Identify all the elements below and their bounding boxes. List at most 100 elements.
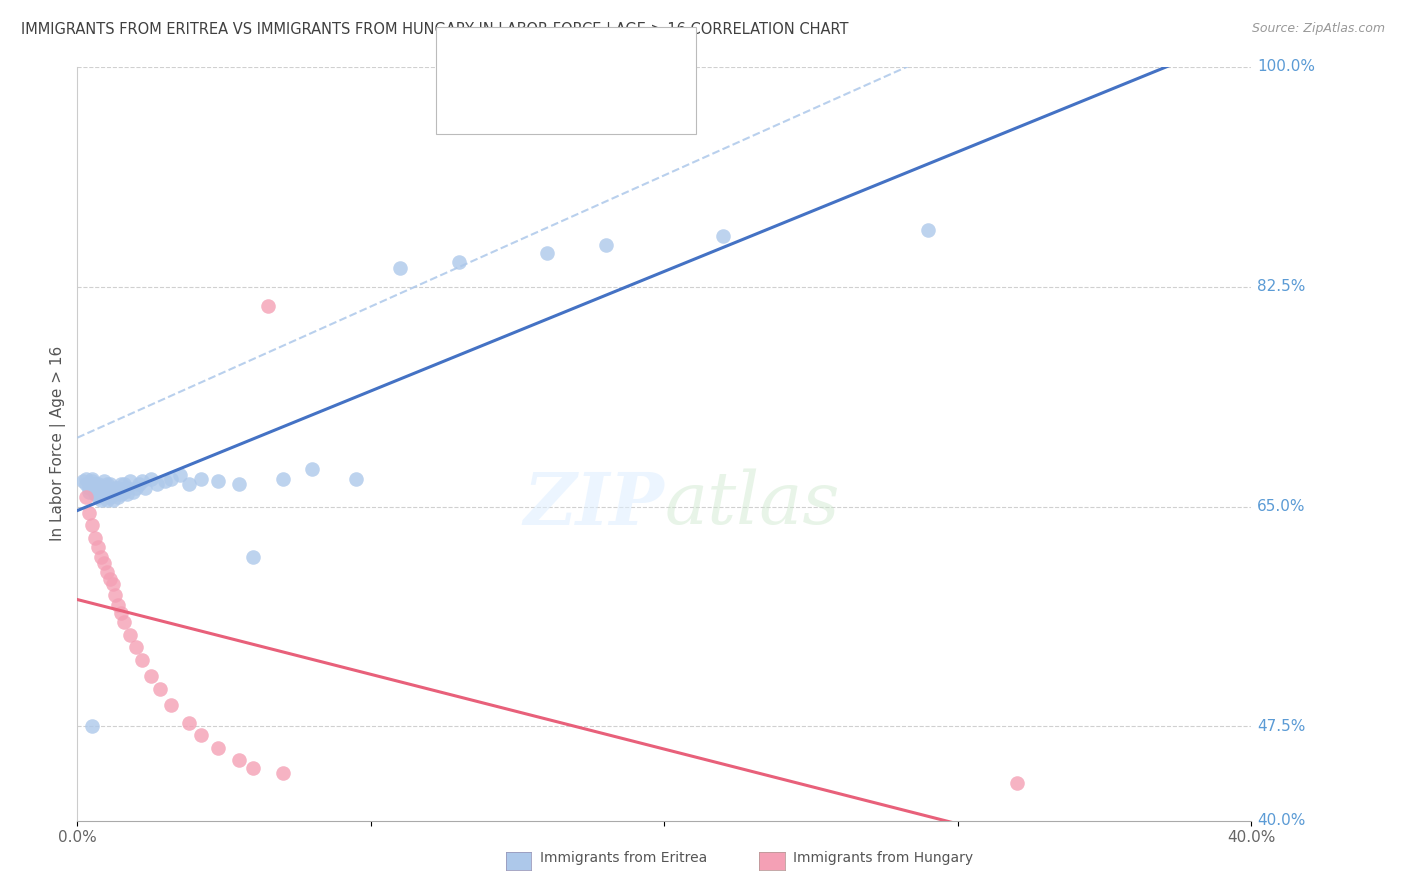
Point [595,238,617,252]
Text: 28: 28 [627,96,647,111]
Point [447,254,470,268]
Point [107,490,129,504]
Point [96,481,118,495]
Point [134,481,156,495]
Point [242,549,264,564]
Point [242,761,264,775]
Point [104,588,127,602]
Point [139,472,162,486]
Text: Immigrants from Hungary: Immigrants from Hungary [793,851,973,865]
Point [112,615,135,629]
Text: atlas: atlas [665,469,839,540]
Point [128,477,150,491]
Point [110,487,132,501]
Point [139,669,162,683]
Point [145,477,167,491]
Text: N =: N = [591,96,624,111]
Point [536,245,558,260]
Point [90,549,112,564]
Point [228,753,250,767]
Point [301,462,323,476]
Text: 82.5%: 82.5% [1257,279,1306,294]
Point [104,481,127,495]
Point [77,506,100,520]
Text: IMMIGRANTS FROM ERITREA VS IMMIGRANTS FROM HUNGARY IN LABOR FORCE | AGE > 16 COR: IMMIGRANTS FROM ERITREA VS IMMIGRANTS FR… [21,22,849,38]
Point [711,229,734,244]
Point [271,765,294,780]
Point [120,475,142,489]
Text: 40.0%: 40.0% [1257,814,1306,828]
Point [84,477,107,491]
Point [177,715,200,730]
Point [87,490,110,504]
Text: ZIP: ZIP [523,468,665,540]
Point [77,481,100,495]
Point [131,653,153,667]
Point [98,484,121,499]
Text: Source: ZipAtlas.com: Source: ZipAtlas.com [1251,22,1385,36]
Text: 65: 65 [627,61,647,75]
Point [190,472,212,486]
Text: N =: N = [591,61,624,75]
Point [93,481,115,495]
Point [87,484,110,499]
Text: -0.517: -0.517 [531,96,581,111]
Point [87,540,110,554]
Point [344,472,367,486]
Point [80,719,103,733]
Point [80,472,103,486]
Point [77,484,100,499]
Point [207,740,229,755]
Point [120,628,142,642]
Point [112,477,135,491]
Text: R =: R = [489,61,523,75]
Point [98,573,121,587]
Point [122,484,145,499]
Point [101,484,124,499]
Point [90,481,112,495]
Point [101,577,124,591]
Point [84,531,107,545]
Point [80,518,103,533]
Point [98,477,121,491]
Point [80,477,103,491]
Text: 47.5%: 47.5% [1257,719,1306,734]
Point [93,487,115,501]
Point [72,475,94,489]
Point [93,556,115,570]
Point [107,481,129,495]
Point [98,490,121,504]
Point [131,475,153,489]
Point [75,472,97,486]
Point [104,487,127,501]
Point [169,468,191,483]
Point [155,475,177,489]
Text: Immigrants from Eritrea: Immigrants from Eritrea [540,851,707,865]
Point [101,493,124,508]
Text: 0.157: 0.157 [531,61,575,75]
Point [115,487,138,501]
Point [271,472,294,486]
Point [110,607,132,621]
Point [75,490,97,504]
Point [160,698,183,712]
Point [115,481,138,495]
Point [125,640,148,655]
Text: 100.0%: 100.0% [1257,60,1315,74]
Point [96,493,118,508]
Point [917,223,939,237]
Point [90,493,112,508]
Point [228,477,250,491]
Point [190,728,212,742]
Text: R =: R = [489,96,523,111]
Text: 65.0%: 65.0% [1257,500,1306,514]
Point [93,475,115,489]
Point [389,260,412,275]
Point [84,487,107,501]
Point [84,481,107,495]
Point [177,477,200,491]
Point [87,477,110,491]
Point [96,565,118,579]
Point [160,472,183,486]
Point [80,475,103,489]
